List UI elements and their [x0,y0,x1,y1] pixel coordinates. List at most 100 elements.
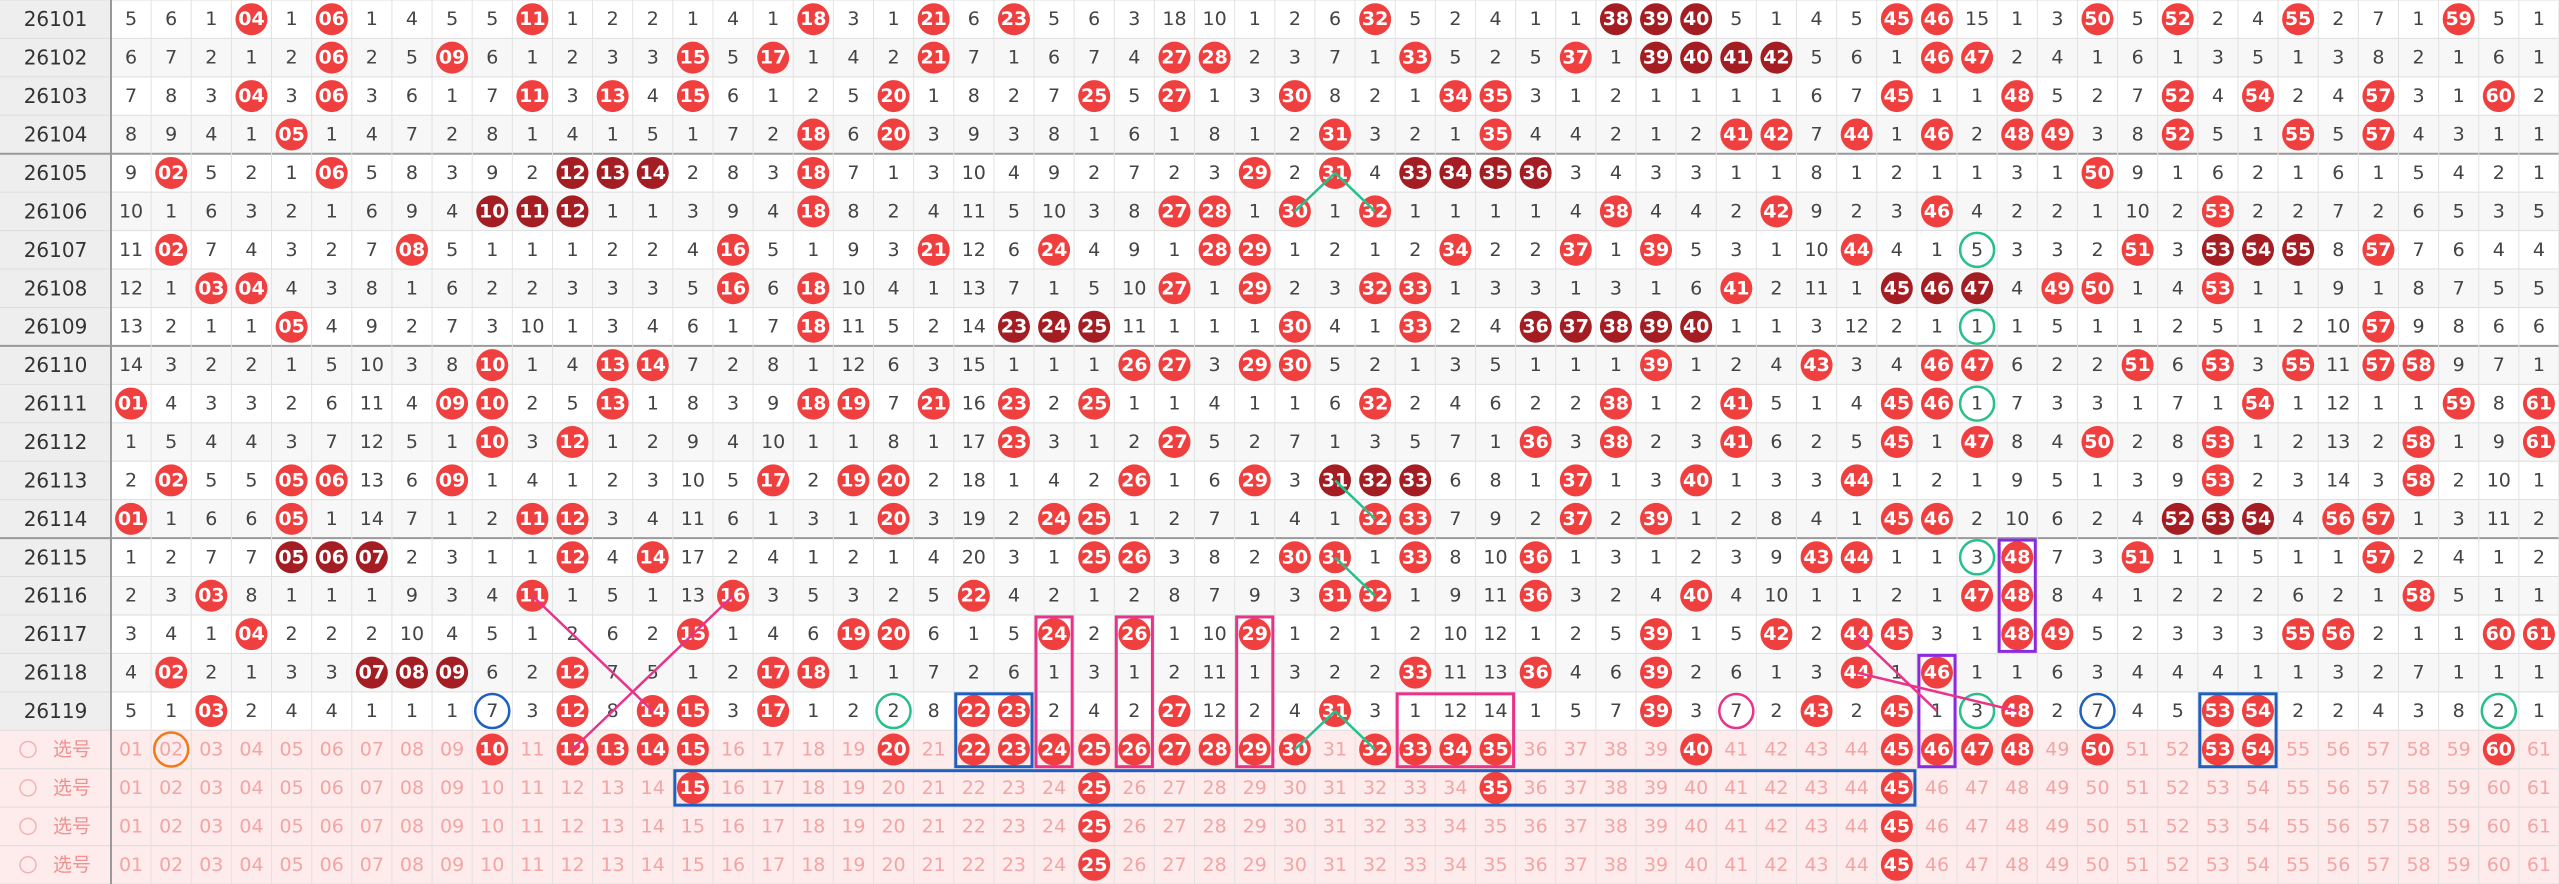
option-number: 53 [2206,815,2230,837]
option-number: 56 [2326,854,2350,876]
option-number: 20 [881,777,905,799]
miss-count: 1 [807,431,819,453]
miss-count: 11 [119,239,143,261]
miss-count: 6 [888,354,900,376]
option-number: 04 [239,777,263,799]
ball [797,3,830,36]
option-number: 49 [2045,738,2069,760]
miss-count: 1 [1650,277,1662,299]
miss-count: 8 [1770,508,1782,530]
miss-count: 1 [1971,316,1983,338]
miss-count: 3 [1168,546,1180,568]
ball-number: 19 [840,393,866,415]
miss-count: 8 [1209,546,1221,568]
option-number: 50 [2085,854,2109,876]
ball-number: 12 [559,431,585,453]
ball [1158,272,1191,305]
miss-count: 2 [1489,47,1501,69]
miss-count: 7 [2332,200,2344,222]
selector-label: 选号 [53,854,91,876]
miss-count: 5 [2533,200,2545,222]
ball [1479,80,1512,113]
miss-count: 1 [807,47,819,69]
miss-count: 11 [2326,354,2350,376]
miss-count: 6 [2212,162,2224,184]
miss-count: 3 [366,85,378,107]
miss-count: 7 [1048,85,1060,107]
ball [797,656,830,689]
ball [275,118,308,151]
ball-number: 36 [1522,431,1548,453]
option-number: 44 [1845,777,1869,799]
miss-count: 4 [1128,47,1140,69]
miss-count: 2 [2172,200,2184,222]
miss-count: 1 [1570,546,1582,568]
annotation-box [1395,692,1516,769]
selected-ball [1880,771,1913,804]
miss-count: 4 [647,85,659,107]
miss-count: 1 [486,546,498,568]
ball [636,541,669,574]
miss-count: 1 [1088,124,1100,146]
miss-count: 3 [245,393,257,415]
ball [1238,156,1271,189]
row-bg [0,576,2559,615]
ball [2001,541,2034,574]
miss-count: 3 [607,277,619,299]
miss-count: 1 [1610,469,1622,491]
miss-count: 1 [2493,124,2505,146]
miss-count: 1 [566,316,578,338]
ball-number: 17 [760,700,786,722]
miss-count: 1 [1289,393,1301,415]
selected-number: 25 [1081,777,1107,799]
ball-number: 49 [2044,277,2070,299]
selected-number: 60 [2486,738,2512,760]
option-number: 27 [1162,777,1186,799]
ball-number: 39 [1643,662,1669,684]
miss-count: 1 [2252,124,2264,146]
miss-count: 3 [928,124,940,146]
option-number: 30 [1283,854,1307,876]
miss-count: 3 [2011,162,2023,184]
miss-count: 4 [2412,124,2424,146]
ball [1599,426,1632,458]
annotation-ring [1958,231,1996,269]
miss-count: 1 [647,585,659,607]
ball-number: 18 [800,200,826,222]
option-number: 03 [199,854,223,876]
miss-count: 5 [1971,239,1983,261]
option-number: 43 [1804,738,1828,760]
miss-count: 3 [687,200,699,222]
ball [1359,3,1392,36]
ball-number: 23 [1001,316,1027,338]
option-number: 02 [159,738,183,760]
miss-count: 2 [928,316,940,338]
miss-count: 2 [727,662,739,684]
miss-count: 1 [807,700,819,722]
ball-number: 50 [2084,277,2110,299]
miss-count: 4 [486,585,498,607]
miss-count: 5 [607,585,619,607]
ball-number: 25 [1081,316,1107,338]
miss-count: 1 [1409,700,1421,722]
option-number: 11 [520,854,544,876]
miss-count: 3 [1088,662,1100,684]
option-number: 28 [1203,815,1227,837]
ball-number: 24 [1041,508,1067,530]
miss-count: 5 [205,469,217,491]
miss-count: 1 [1209,316,1221,338]
ball [2201,695,2234,728]
ball [2121,349,2154,382]
miss-count: 9 [1811,200,1823,222]
ball [1720,387,1753,420]
miss-count: 11 [1483,585,1507,607]
option-number: 01 [119,854,143,876]
miss-count: 6 [687,316,699,338]
period: 26110 [24,353,88,377]
miss-count: 7 [2011,393,2023,415]
ball-number: 26 [1121,469,1147,491]
miss-count: 1 [1931,85,1943,107]
option-number: 49 [2045,815,2069,837]
miss-count: 9 [2332,277,2344,299]
selector-bg [0,768,2559,808]
